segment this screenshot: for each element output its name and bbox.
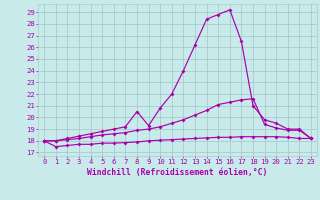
X-axis label: Windchill (Refroidissement éolien,°C): Windchill (Refroidissement éolien,°C)	[87, 168, 268, 177]
